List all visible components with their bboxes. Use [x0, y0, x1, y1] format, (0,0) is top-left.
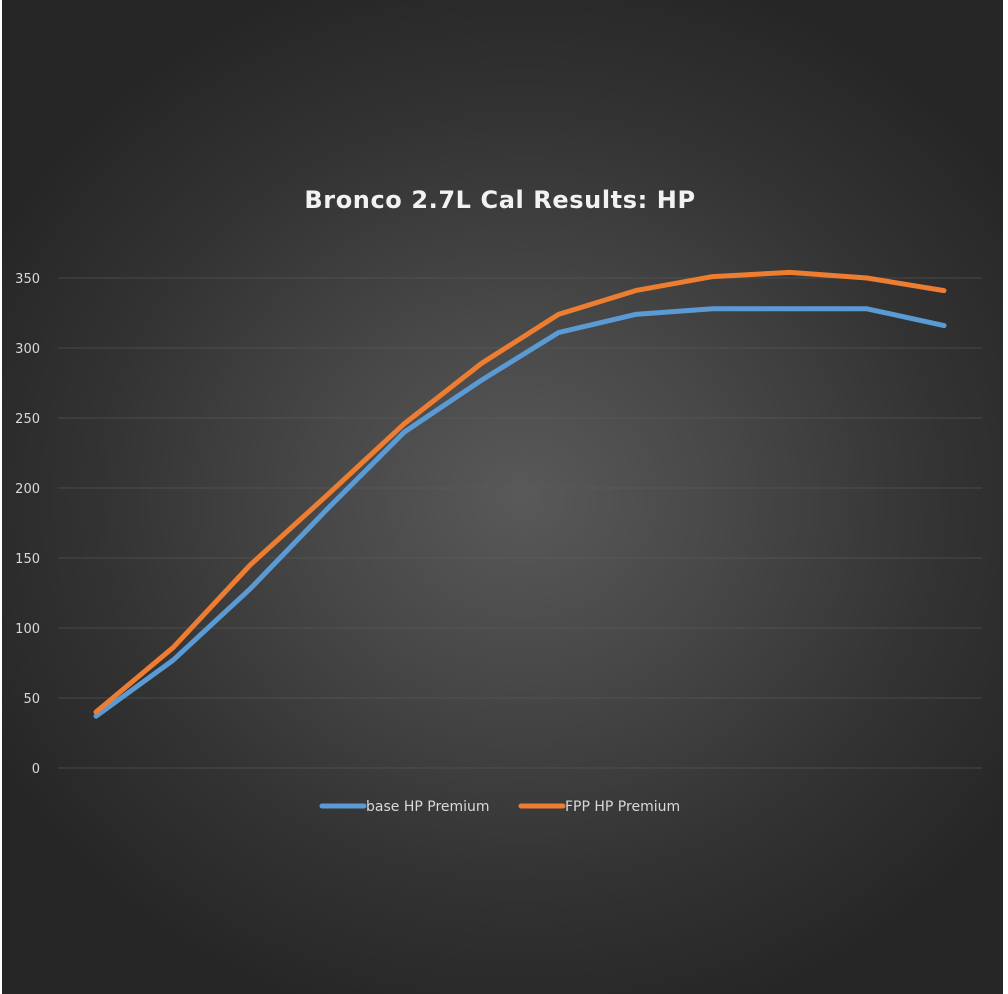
legend-label: base HP Premium: [366, 799, 490, 815]
y-tick-label: 250: [15, 412, 40, 427]
y-axis-ticks: 0 50 100 150 200 250 300 350: [15, 272, 40, 777]
legend-item-base-hp-premium: base HP Premium: [319, 799, 490, 815]
y-tick-label: 50: [23, 692, 40, 707]
series-lines: [93, 269, 947, 719]
y-tick-label: 300: [15, 342, 40, 357]
legend: base HP Premium FPP HP Premium: [319, 799, 680, 815]
y-tick-label: 350: [15, 272, 40, 287]
y-tick-label: 200: [15, 482, 40, 497]
series-line-fpp-hp-premium: [93, 269, 947, 715]
y-tick-label: 100: [15, 622, 40, 637]
legend-item-fpp-hp-premium: FPP HP Premium: [518, 799, 680, 815]
gridlines: [58, 277, 982, 769]
legend-label: FPP HP Premium: [565, 799, 680, 815]
chart-title: Bronco 2.7L Cal Results: HP: [304, 186, 695, 214]
y-tick-label: 150: [15, 552, 40, 567]
y-tick-label: 0: [32, 762, 40, 777]
series-line-base-hp-premium: [93, 306, 947, 719]
